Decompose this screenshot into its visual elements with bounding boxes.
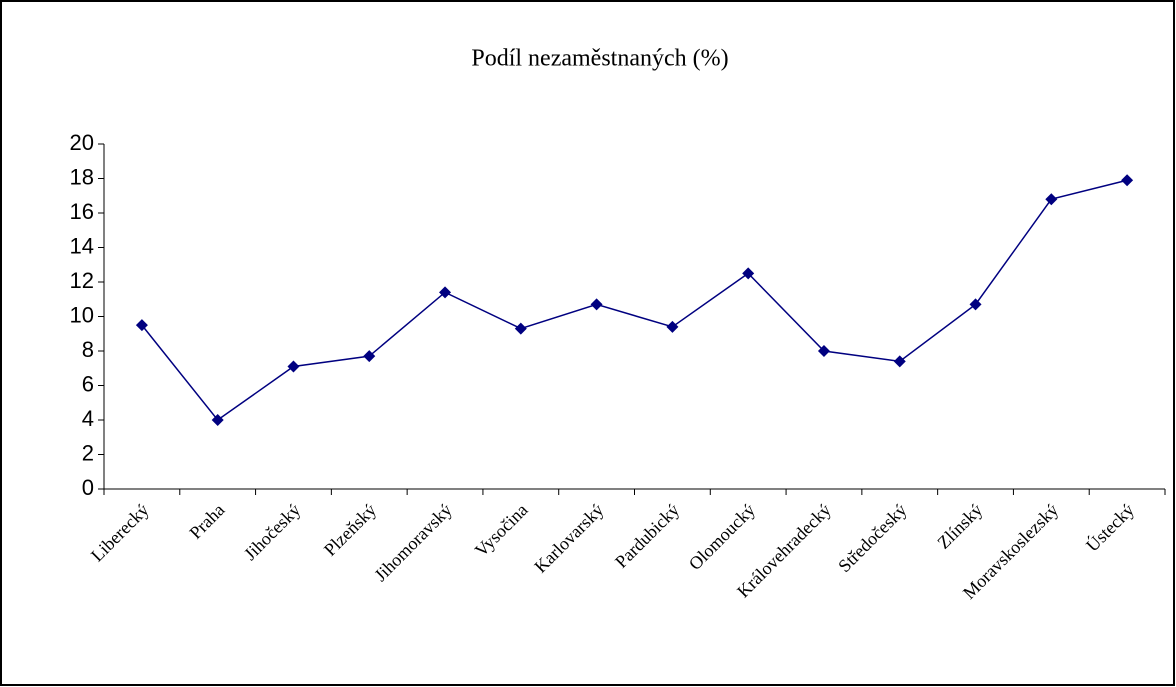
data-point — [363, 350, 376, 363]
data-point — [287, 360, 300, 373]
y-tick-label: 8 — [82, 337, 94, 362]
data-point — [514, 322, 527, 335]
y-tick-label: 12 — [70, 268, 94, 293]
data-point — [742, 267, 755, 280]
data-point — [211, 414, 224, 426]
y-tick-label: 10 — [70, 302, 94, 327]
y-tick-label: 6 — [82, 371, 94, 396]
data-point — [590, 298, 603, 311]
data-point — [135, 319, 148, 332]
y-tick-label: 18 — [70, 164, 94, 189]
chart-title: Podíl nezaměstnaných (%) — [471, 46, 728, 72]
data-point — [439, 286, 452, 299]
y-tick-label: 4 — [82, 406, 94, 431]
data-point — [666, 320, 679, 333]
y-tick-label: 14 — [70, 233, 94, 258]
y-tick-label: 0 — [82, 475, 94, 500]
data-point — [969, 298, 982, 311]
data-point — [893, 355, 906, 368]
data-point — [1121, 174, 1134, 187]
y-tick-label: 20 — [70, 130, 94, 155]
data-point — [1045, 193, 1058, 206]
data-point — [817, 345, 830, 357]
y-tick-label: 2 — [82, 440, 94, 465]
data-line — [141, 179, 1128, 422]
y-tick-label: 16 — [70, 199, 94, 224]
